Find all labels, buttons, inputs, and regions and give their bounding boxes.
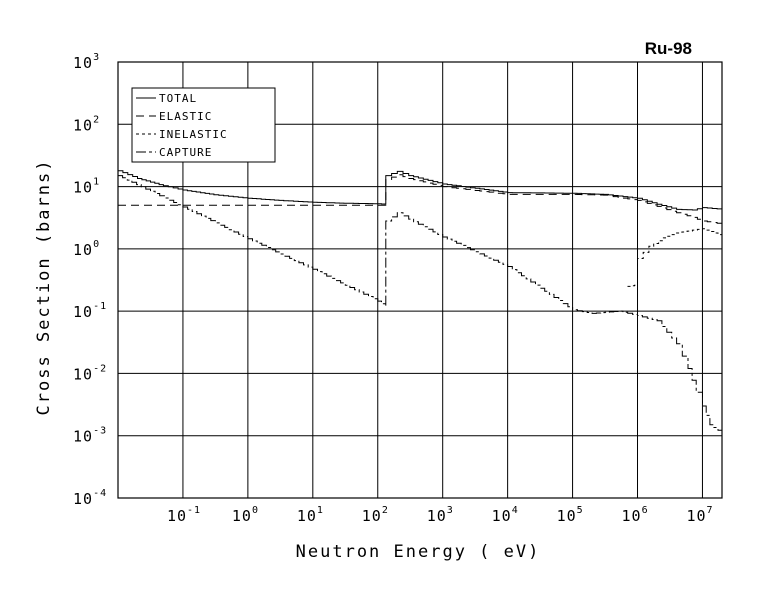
series-line-elastic — [118, 174, 723, 225]
chart-title: Ru-98 — [645, 39, 692, 58]
x-tick-label: 10-1 — [167, 505, 201, 525]
y-tick-label: 10-4 — [73, 488, 107, 508]
legend-box — [131, 87, 276, 163]
x-tick-label: 104 — [492, 505, 519, 525]
y-tick-label: 101 — [73, 177, 100, 197]
series-line-capture — [118, 175, 723, 434]
x-tick-label: 106 — [622, 505, 649, 525]
series-layer — [118, 170, 723, 434]
x-tick-label: 101 — [297, 505, 324, 525]
plot-frame — [117, 61, 723, 499]
x-tick-label: 107 — [686, 505, 713, 525]
y-tick-label: 103 — [73, 52, 100, 72]
x-tick-label: 105 — [557, 505, 584, 525]
x-tick-labels: 10-1 100 101 102 103 104 105 106 107 — [167, 505, 713, 525]
legend-label: CAPTURE — [159, 146, 212, 159]
y-tick-label: 10-3 — [73, 426, 107, 446]
x-axis-label: Neutron Energy ( eV) — [296, 542, 541, 562]
y-tick-label: 10-1 — [73, 301, 107, 321]
y-tick-label: 102 — [73, 114, 100, 134]
y-axis-label: Cross Section (barns) — [34, 159, 54, 416]
legend-label: INELASTIC — [159, 128, 228, 141]
y-tick-label: 10-2 — [73, 363, 107, 383]
series-line-inelastic — [627, 228, 723, 287]
legend: TOTAL ELASTIC INELASTIC CAPTURE — [131, 87, 276, 163]
y-tick-labels: 10-4 10-3 10-2 10-1 100 101 102 103 — [73, 52, 107, 508]
y-tick-label: 100 — [73, 239, 100, 259]
series-line-total — [118, 170, 723, 211]
legend-label: ELASTIC — [159, 110, 212, 123]
x-tick-label: 103 — [427, 505, 454, 525]
x-tick-label: 100 — [232, 505, 259, 525]
legend-label: TOTAL — [159, 92, 197, 105]
x-tick-label: 102 — [362, 505, 389, 525]
